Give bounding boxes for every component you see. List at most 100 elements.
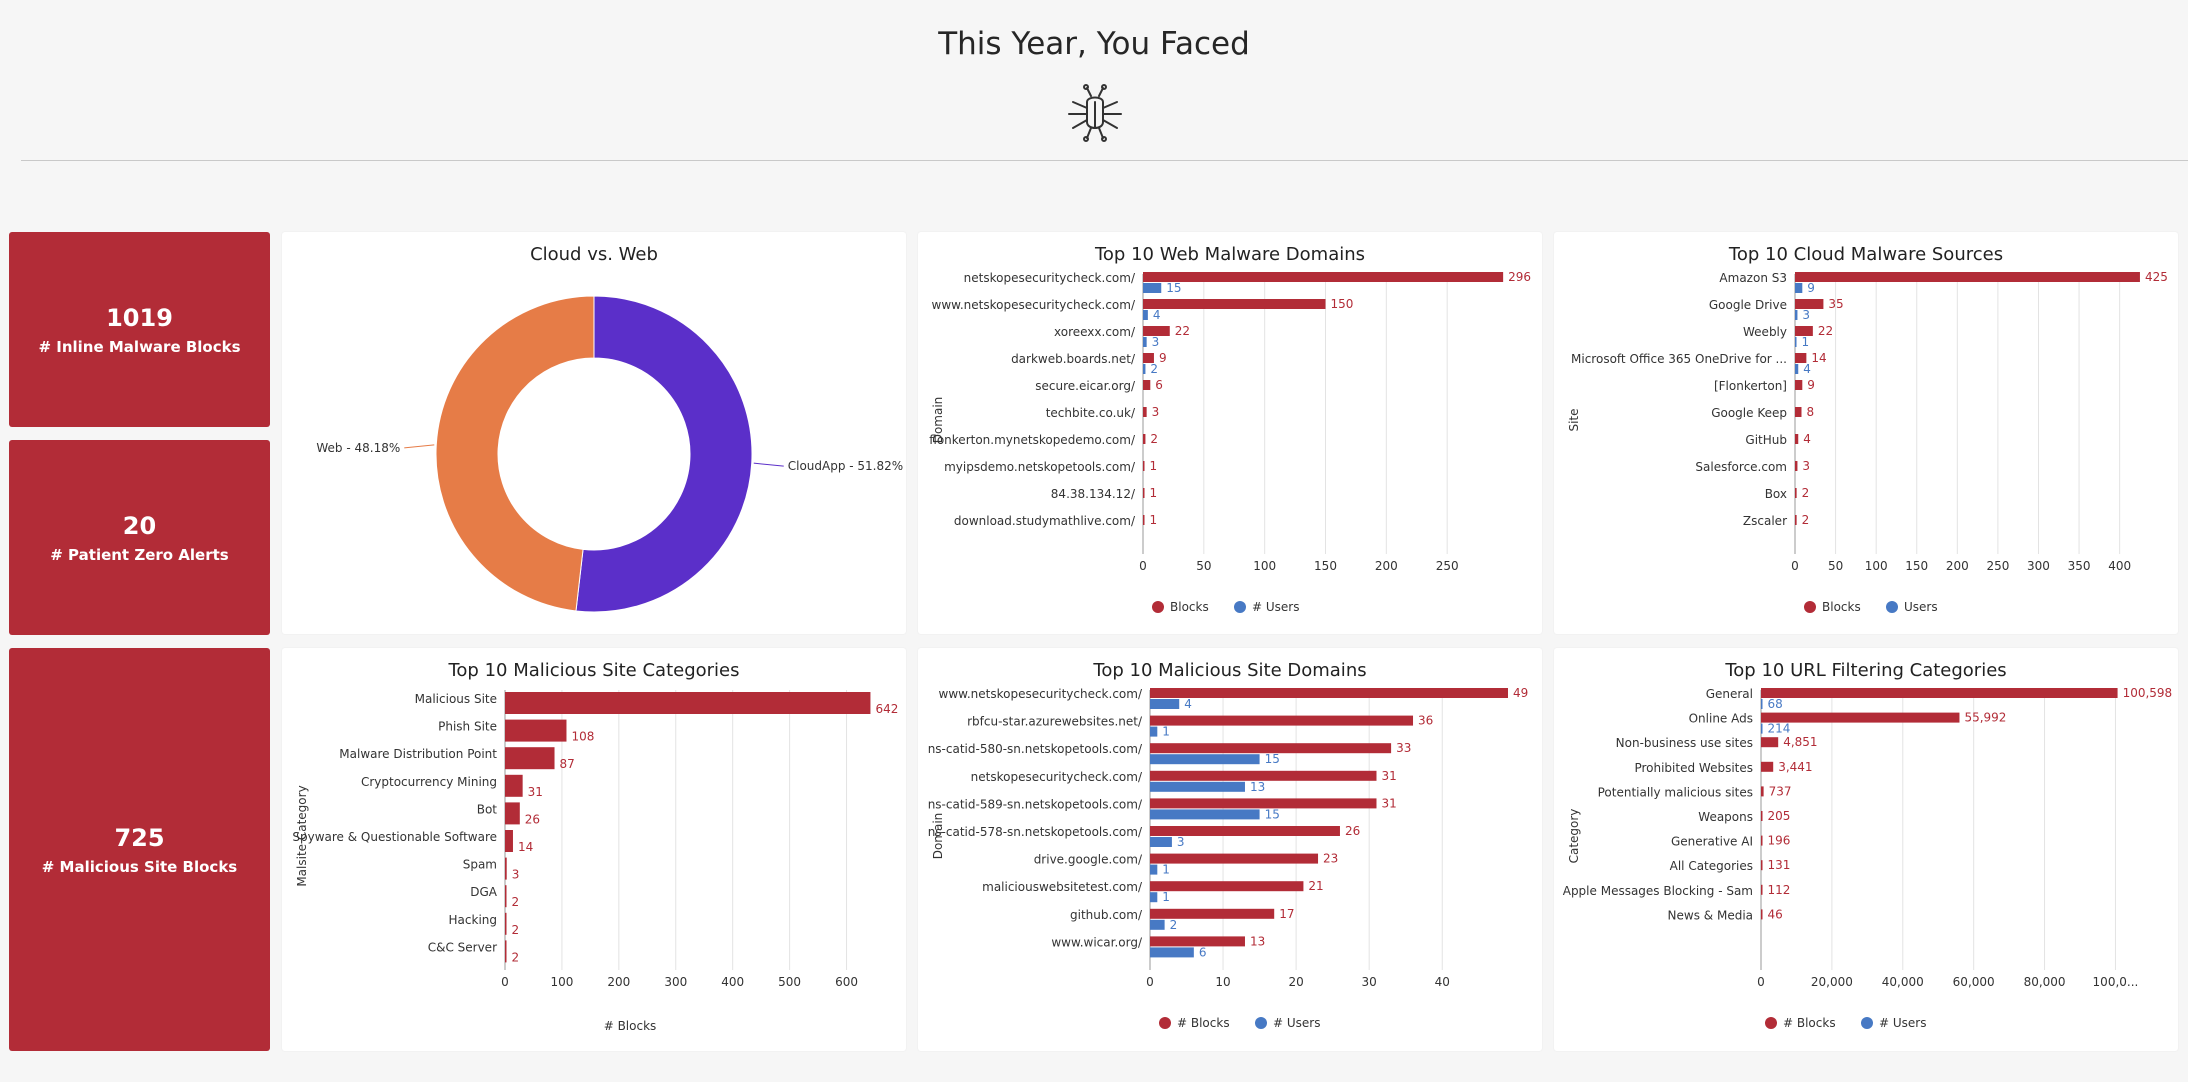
bar-users[interactable] [1143,337,1147,347]
bar-blocks[interactable] [1761,761,1774,772]
x-tick-label: 20,000 [1811,975,1853,989]
bar-blocks[interactable] [505,940,507,963]
data-label: 2 [1150,432,1158,446]
bar-blocks[interactable] [1143,299,1326,309]
pie-slice-cloudapp[interactable] [575,295,753,613]
bar-users[interactable] [1150,947,1194,958]
bar-blocks[interactable] [1150,853,1319,864]
bar-blocks[interactable] [505,912,507,935]
bar-blocks[interactable] [1795,434,1799,444]
data-label: 31 [1381,769,1396,783]
bar-blocks[interactable] [1761,835,1763,846]
bar-blocks[interactable] [1150,688,1508,698]
legend-item[interactable]: Users [1904,600,1938,614]
bar-users[interactable] [1795,283,1803,293]
bar-users[interactable] [1143,364,1146,374]
bar-blocks[interactable] [1150,798,1377,809]
bar-blocks[interactable] [1143,353,1154,363]
x-tick-label: 200 [1375,559,1398,573]
bar-blocks[interactable] [1761,884,1763,895]
bar-blocks[interactable] [1143,434,1146,444]
bar-blocks[interactable] [505,857,507,880]
bar-blocks[interactable] [1795,461,1798,471]
bar-blocks[interactable] [505,802,520,825]
x-tick-label: 500 [778,975,801,989]
bar-blocks[interactable] [1143,488,1145,498]
bar-blocks[interactable] [1150,715,1414,726]
bar-blocks[interactable] [1143,272,1504,282]
bar-blocks[interactable] [1150,908,1275,919]
x-axis-title: # Blocks [604,1019,657,1033]
y-tick-label: Malware Distribution Point [339,747,497,761]
bar-blocks[interactable] [1761,860,1763,871]
bar-blocks[interactable] [1143,326,1170,336]
bar-blocks[interactable] [1761,712,1960,723]
bar-blocks[interactable] [1795,326,1813,336]
bar-blocks[interactable] [1761,909,1763,920]
bar-blocks[interactable] [1795,407,1802,417]
y-tick-label: [Flonkerton] [1714,379,1787,393]
y-tick-label: www.netskopesecuritycheck.com/ [939,687,1143,701]
data-label: 6 [1199,945,1207,959]
bar-blocks[interactable] [1795,488,1797,498]
bar-users[interactable] [1761,699,1763,709]
bar-blocks[interactable] [1143,461,1145,471]
bar-blocks[interactable] [1150,770,1377,781]
bar-blocks[interactable] [505,719,567,742]
bar-blocks[interactable] [1795,272,2140,282]
bar-blocks[interactable] [1761,688,2118,698]
bar-users[interactable] [1150,699,1180,709]
data-label: 100,598 [2123,686,2173,700]
y-tick-label: Amazon S3 [1719,271,1787,285]
bar-blocks[interactable] [1795,380,1803,390]
legend-item[interactable]: Blocks [1170,600,1209,614]
bar-blocks[interactable] [1143,380,1151,390]
bar-blocks[interactable] [505,885,507,908]
bar-blocks[interactable] [1150,881,1304,892]
bar-users[interactable] [1150,809,1260,820]
bar-blocks[interactable] [1795,299,1824,309]
legend-item[interactable]: # Users [1252,600,1299,614]
bar-blocks[interactable] [505,692,871,714]
bar-users[interactable] [1150,781,1245,792]
legend-item[interactable]: # Users [1879,1016,1926,1030]
bar-blocks[interactable] [505,830,513,852]
bar-users[interactable] [1795,310,1798,320]
bar-blocks[interactable] [1761,811,1763,821]
bar-blocks[interactable] [1761,786,1764,797]
bar-users[interactable] [1150,892,1158,903]
bar-blocks[interactable] [1795,353,1807,363]
bar-blocks[interactable] [1143,515,1145,525]
bar-users[interactable] [1150,919,1165,930]
bar-users[interactable] [1143,283,1162,293]
bar-users[interactable] [1150,726,1158,737]
bar-users[interactable] [1150,837,1172,847]
bar-users[interactable] [1761,723,1763,734]
bar-blocks[interactable] [505,774,523,797]
y-tick-label: Microsoft Office 365 OneDrive for ... [1571,352,1787,366]
pie-slice-web[interactable] [435,295,595,612]
bar-users[interactable] [1143,310,1148,320]
y-tick-label: Google Keep [1711,406,1787,420]
y-tick-label: xoreexx.com/ [1054,325,1136,339]
bar-users[interactable] [1795,364,1799,374]
legend-item[interactable]: # Blocks [1177,1016,1230,1030]
bar-users[interactable] [1150,864,1158,875]
y-tick-label: DGA [470,885,498,899]
bar-blocks[interactable] [1150,936,1245,947]
data-label: 35 [1828,297,1843,311]
data-label: 31 [1381,796,1396,810]
bar-blocks[interactable] [1795,515,1797,525]
bar-blocks[interactable] [1150,743,1392,754]
y-tick-label: Box [1765,487,1787,501]
data-label: 642 [875,702,898,716]
bar-blocks[interactable] [1150,826,1340,836]
bar-blocks[interactable] [1761,737,1779,748]
legend-item[interactable]: Blocks [1822,600,1861,614]
legend-item[interactable]: # Blocks [1783,1016,1836,1030]
bar-users[interactable] [1150,754,1260,765]
legend-item[interactable]: # Users [1273,1016,1320,1030]
bar-users[interactable] [1795,337,1797,347]
bar-blocks[interactable] [505,747,555,770]
bar-blocks[interactable] [1143,407,1147,417]
